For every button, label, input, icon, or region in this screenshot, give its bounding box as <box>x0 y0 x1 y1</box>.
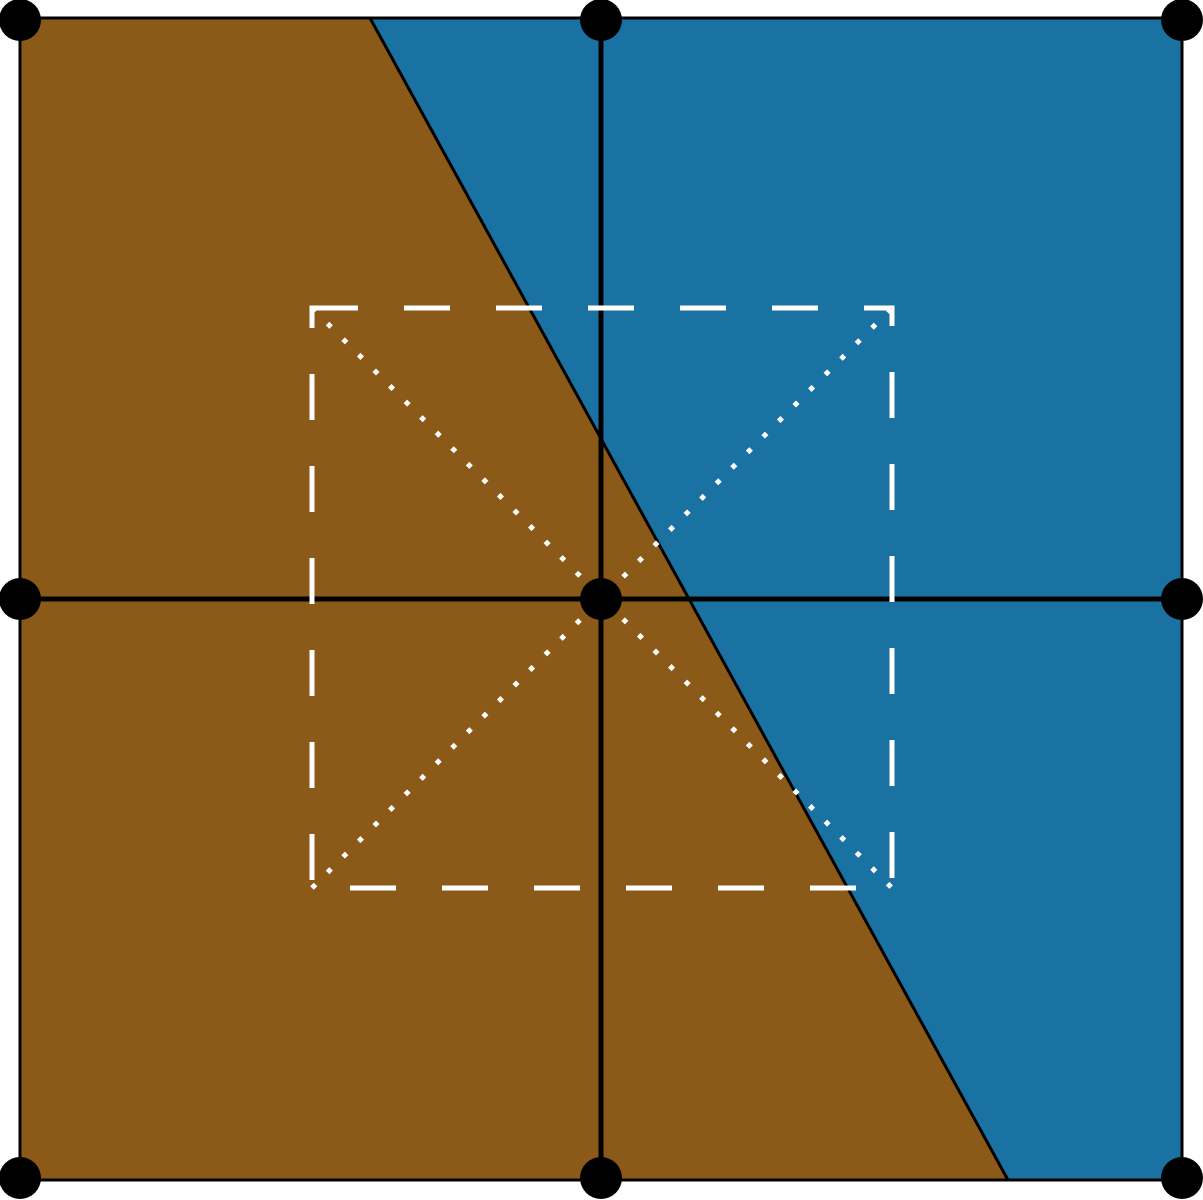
grid-node <box>580 578 622 620</box>
grid-node <box>1161 578 1203 620</box>
grid-node <box>1161 1157 1203 1199</box>
dashed-inner-square <box>309 305 895 891</box>
dotted-diagonal-descending <box>310 306 894 890</box>
grid-node <box>0 578 41 620</box>
grid-node <box>580 0 622 41</box>
grid-node <box>580 1157 622 1199</box>
grid-node <box>0 1157 41 1199</box>
grid-node <box>1161 0 1203 41</box>
grid-node <box>0 0 41 41</box>
dotted-diagonal-ascending <box>310 306 894 890</box>
